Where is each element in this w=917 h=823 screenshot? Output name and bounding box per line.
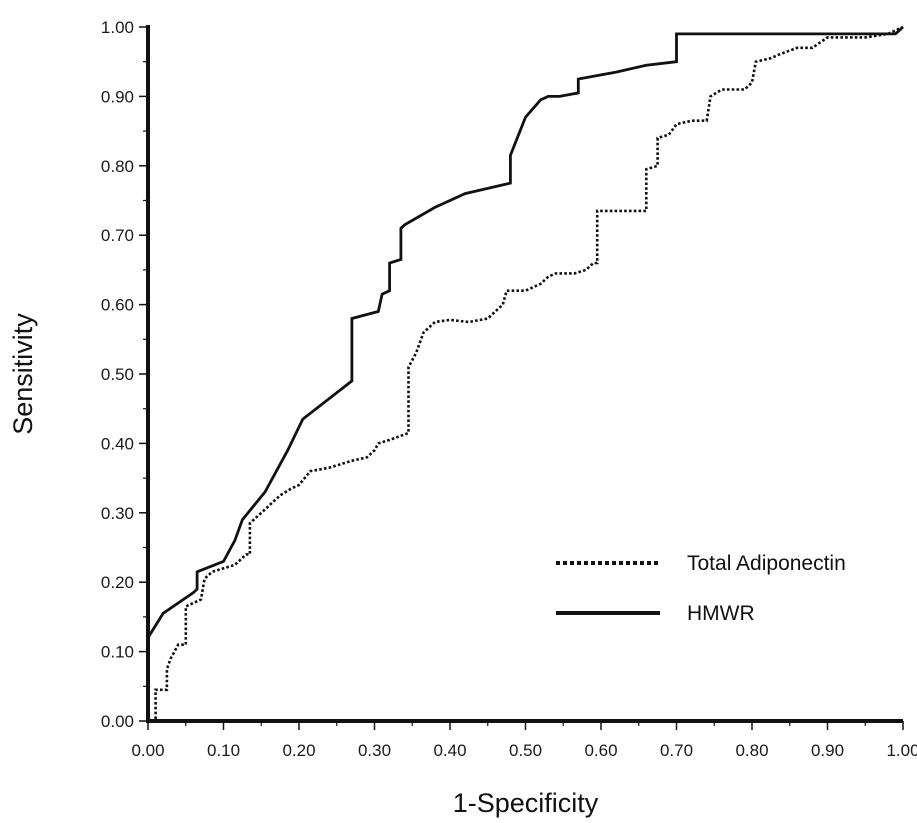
x-tick-label: 0.80 — [735, 741, 768, 760]
x-ticks: 0.00 0.10 0.20 0.30 0.40 0.50 0.60 0.70 0.80 0.90… — [131, 721, 917, 760]
legend-label: HMWR — [687, 602, 755, 625]
x-tick-label: 0.00 — [131, 741, 164, 760]
y-tick-label: 0.60 — [101, 296, 134, 315]
y-tick-label: 0.20 — [101, 573, 134, 592]
x-tick-label: 0.70 — [660, 741, 693, 760]
x-axis-title: 1-Specificity — [453, 788, 599, 818]
y-ticks: 0.00 0.10 0.20 0.30 0.40 0.50 0.60 0.70 0.80 0.90… — [101, 18, 148, 731]
y-tick-label: 0.70 — [101, 226, 134, 245]
x-tick-label: 0.90 — [811, 741, 844, 760]
series-line-hmwr — [146, 25, 904, 721]
axes — [146, 25, 903, 723]
legend: Total Adiponectin HMWR — [556, 552, 846, 625]
plot-area — [146, 25, 904, 723]
legend-label: Total Adiponectin — [687, 552, 846, 575]
y-tick-label: 0.30 — [101, 504, 134, 523]
series-line-total-adiponectin — [148, 25, 904, 723]
y-tick-label: 0.90 — [101, 87, 134, 106]
y-axis-title: Sensitivity — [8, 313, 38, 435]
y-tick-label: 0.50 — [101, 365, 134, 384]
y-tick-label: 1.00 — [101, 18, 134, 37]
x-tick-label: 0.60 — [584, 741, 617, 760]
y-tick-label: 0.10 — [101, 643, 134, 662]
x-tick-label: 0.20 — [282, 741, 315, 760]
x-tick-label: 0.30 — [358, 741, 391, 760]
x-tick-label: 1.00 — [886, 741, 917, 760]
y-tick-label: 0.80 — [101, 157, 134, 176]
x-tick-label: 0.40 — [433, 741, 466, 760]
x-tick-label: 0.10 — [207, 741, 240, 760]
y-tick-label: 0.00 — [101, 712, 134, 731]
x-tick-label: 0.50 — [509, 741, 542, 760]
y-tick-label: 0.40 — [101, 434, 134, 453]
